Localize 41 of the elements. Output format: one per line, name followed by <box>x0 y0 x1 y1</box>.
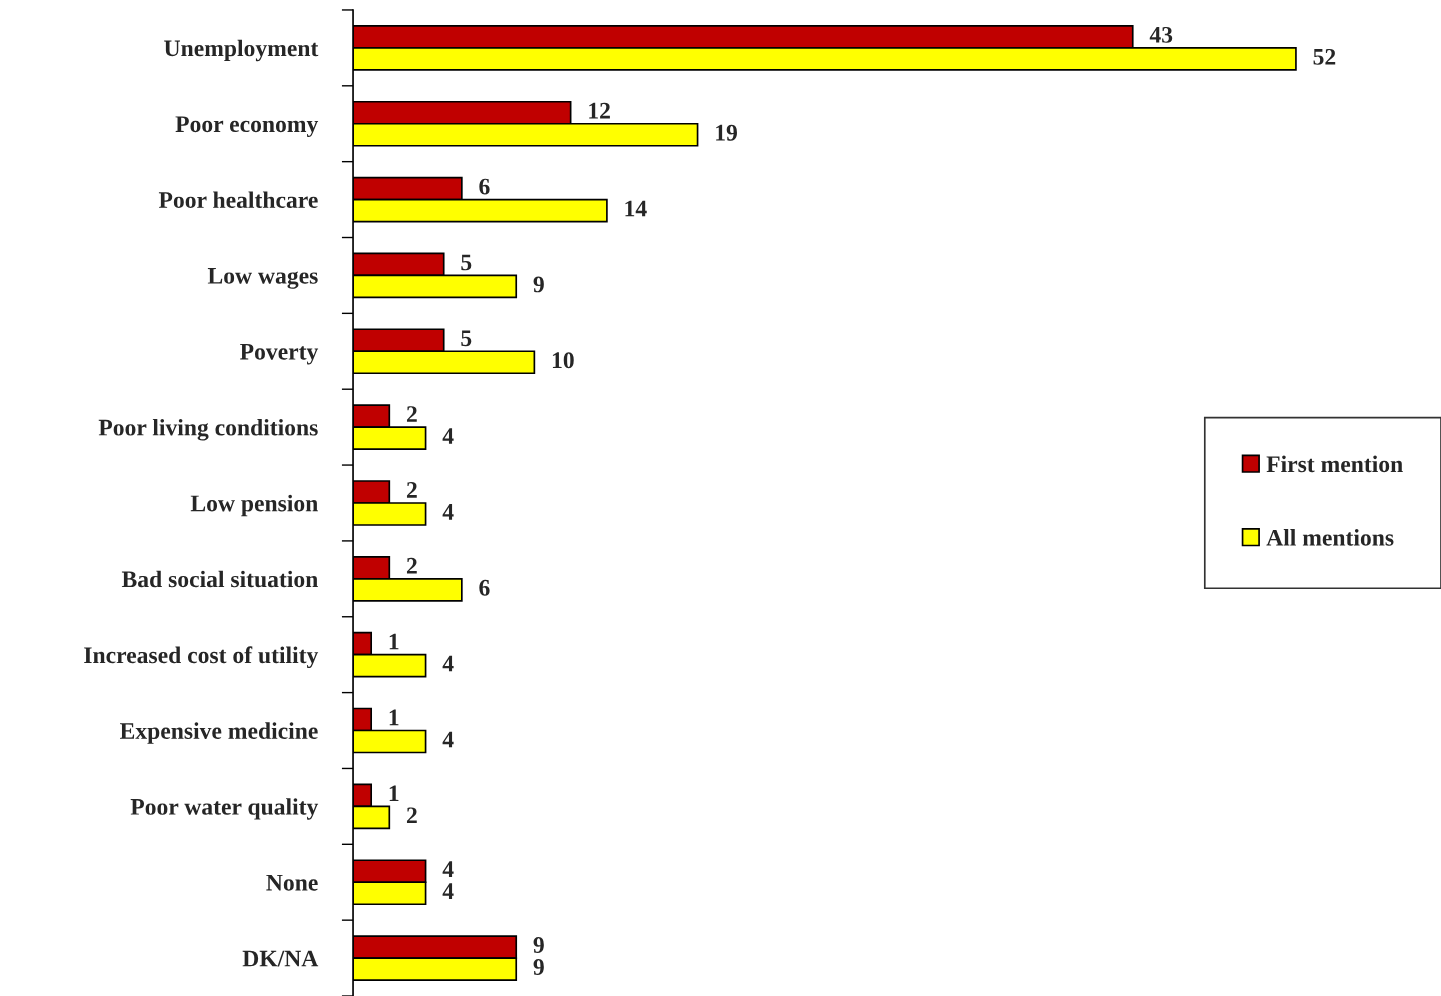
data-label: 5 <box>461 330 472 347</box>
data-label: 2 <box>406 406 417 422</box>
data-label: 5 <box>461 254 472 271</box>
data-label: 4 <box>442 883 454 899</box>
data-label: 12 <box>589 102 610 119</box>
data-label: 9 <box>533 276 544 293</box>
data-label: 4 <box>442 655 454 672</box>
y-tick-label: Low wages <box>207 268 318 289</box>
data-label: 6 <box>479 579 490 596</box>
y-tick-label: Expensive medicine <box>120 722 318 744</box>
y-tick-label: DK/NA <box>242 950 319 967</box>
data-label: 52 <box>1313 48 1336 65</box>
data-label: 2 <box>406 807 417 824</box>
data-label: 9 <box>533 959 544 975</box>
data-label: 2 <box>406 557 417 574</box>
data-label: 2 <box>406 482 417 498</box>
data-label: 1 <box>389 785 399 802</box>
data-label: 4 <box>442 428 454 444</box>
legend-label: All mentions <box>1266 529 1394 546</box>
data-label: 4 <box>442 731 454 748</box>
data-label: 6 <box>479 178 490 195</box>
y-tick-label: Poor water quality <box>130 798 319 820</box>
data-label: 4 <box>442 861 454 877</box>
data-label: 9 <box>533 937 544 953</box>
legend-label: First mention <box>1266 455 1403 473</box>
data-label: 1 <box>389 633 399 650</box>
y-tick-label: Poor healthcare <box>158 191 318 209</box>
y-tick-label: Increased cost of utility <box>84 646 319 669</box>
data-label: 4 <box>442 504 454 520</box>
data-label: 43 <box>1149 26 1173 43</box>
y-tick-label: Unemployment <box>164 39 319 62</box>
y-tick-label: Low pension <box>190 494 318 517</box>
y-tick-label: Poor living conditions <box>98 418 318 441</box>
data-label: 10 <box>552 352 574 369</box>
y-tick-label: None <box>266 874 318 891</box>
y-tick-label: Poor economy <box>175 116 319 137</box>
y-tick-label: Bad social situation <box>121 570 318 588</box>
data-label: 1 <box>389 709 399 726</box>
data-label: 19 <box>716 124 737 141</box>
data-label: 14 <box>625 200 647 217</box>
y-tick-label: Poverty <box>240 343 319 365</box>
